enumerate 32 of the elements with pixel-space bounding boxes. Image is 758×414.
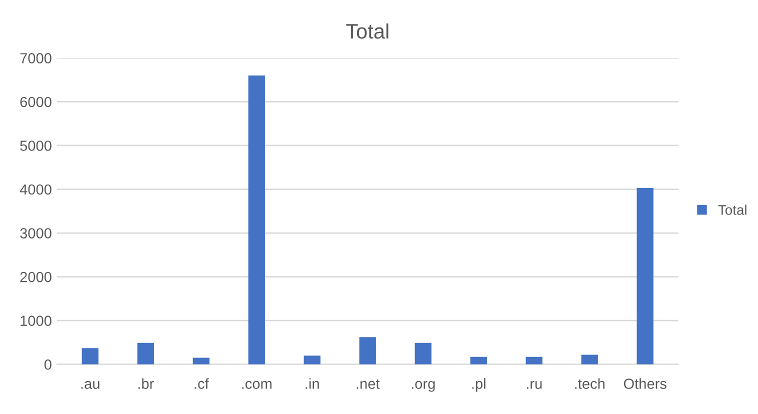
y-tick-label: 7000: [20, 53, 52, 64]
x-tick-label: .org: [412, 380, 435, 392]
bar: [470, 356, 487, 364]
bar: [304, 356, 320, 364]
y-tick-label: 1000: [20, 316, 52, 326]
legend-label: Total: [718, 204, 746, 215]
x-tick-label: .br: [138, 378, 154, 389]
bar: [248, 75, 265, 364]
y-tick-label: 3000: [20, 228, 52, 238]
x-tick-label: .in: [306, 378, 319, 389]
y-tick-label: 6000: [20, 96, 52, 108]
x-tick-label: .tech: [575, 378, 604, 389]
x-tick-label: .net: [356, 379, 380, 389]
x-tick-label: Others: [624, 378, 666, 389]
y-tick-label: 0: [44, 359, 52, 370]
y-tick-label: 2000: [20, 272, 52, 282]
bar: [414, 342, 432, 364]
bar: [526, 356, 542, 364]
bar: [82, 348, 98, 364]
bar: [137, 342, 154, 364]
bar: [192, 358, 210, 364]
chart-title: Total: [346, 23, 388, 39]
y-tick-label: 4000: [20, 184, 52, 195]
x-tick-label: .pl: [472, 378, 486, 392]
bar: [359, 337, 376, 364]
bar: [581, 354, 598, 364]
y-tick-label: 5000: [20, 140, 52, 151]
x-tick-label: .com: [242, 380, 272, 389]
bar: [636, 188, 654, 364]
x-tick-label: .cf: [194, 378, 209, 389]
x-tick-label: .au: [81, 380, 100, 389]
x-tick-label: .ru: [526, 380, 542, 389]
